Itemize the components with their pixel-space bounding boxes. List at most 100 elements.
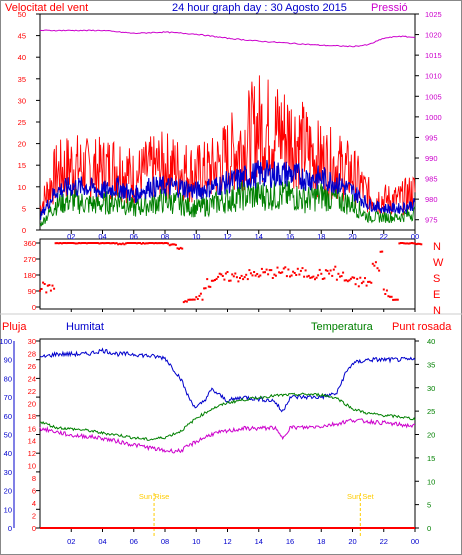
bottom-x-tick-label: 06 [130,537,138,546]
direction-point [123,243,126,246]
direction-point [309,276,312,279]
direction-point [228,279,231,282]
direction-point [324,269,327,272]
direction-point [93,242,96,244]
direction-point [223,278,226,281]
direction-point [189,298,191,301]
direction-point [117,243,120,246]
direction-point [303,275,306,278]
direction-point [406,242,409,245]
direction-point [171,243,174,246]
wind-y-tick-label: 20 [18,140,26,149]
wind-x-tick-label: 12 [223,232,231,241]
pressure-line [39,29,416,48]
bottom-x-tick-label: 10 [192,537,200,546]
direction-point [249,272,252,275]
direction-point [153,242,156,245]
wind-x-tick-label: 20 [348,232,356,241]
direction-point [67,242,70,244]
rain-y-tick-label: 30 [28,337,36,346]
direction-point [118,242,121,245]
wind-y-tick-label: 30 [18,96,26,105]
direction-point [87,242,90,244]
direction-point [378,269,381,272]
direction-point [270,269,273,272]
direction-point [232,275,235,278]
direction-point [48,284,51,287]
direction-point [54,242,57,245]
direction-point [71,242,74,244]
wind-avg-line [39,159,415,221]
humidity-y-tick-label: 20 [4,487,12,496]
direction-point [179,246,182,249]
direction-point [398,242,401,245]
direction-point [412,242,415,245]
temp-y-tick-label: 30 [427,384,435,393]
direction-point [214,279,216,281]
dir-letter-s: S [433,273,440,285]
temp-y-tick-label: 40 [427,337,435,346]
direction-point [70,242,73,244]
temp-y-tick-label: 10 [427,477,435,486]
direction-point [170,243,173,246]
direction-point [376,267,379,270]
direction-point [256,273,259,275]
direction-point [165,242,168,244]
direction-point [390,295,393,298]
direction-point [148,242,151,244]
rain-y-tick-label: 22 [28,387,36,396]
direction-point [387,295,390,298]
direction-point [101,242,104,244]
direction-point [243,276,246,279]
direction-point [415,243,418,246]
direction-point [132,242,135,244]
direction-point [43,283,46,285]
direction-point [296,267,299,270]
rain-y-tick-label: 20 [28,399,36,408]
direction-point [306,275,309,278]
direction-point [164,242,166,244]
direction-point [68,242,71,244]
direction-point [145,242,148,245]
direction-point [204,287,207,290]
direction-point [151,242,154,244]
direction-point [140,242,143,245]
direction-point [190,298,193,301]
temp-y-tick-label: 25 [427,407,435,416]
pressure-y-tick-label: 980 [425,195,438,204]
direction-point [84,242,87,244]
temp-y-tick-label: 0 [427,524,431,533]
direction-point [160,242,163,244]
dir-letter-w: W [433,257,444,269]
direction-point [57,242,60,245]
direction-point [215,277,218,280]
direction-point [399,242,402,244]
direction-point [203,287,206,290]
direction-point [253,271,256,273]
direction-point [149,242,152,244]
direction-point [354,283,357,286]
humidity-y-tick-label: 80 [4,374,12,383]
pressure-y-tick-label: 990 [425,154,438,163]
direction-point [92,242,95,244]
direction-point [196,298,199,300]
direction-point [121,242,124,245]
wind-y-tick-label: 35 [18,75,26,84]
humidity-temperature-plot: 0102030405060708090100024681012141618202… [0,337,435,546]
direction-point [64,242,66,244]
direction-point [193,298,196,301]
direction-point [395,298,398,301]
direction-point [268,269,271,272]
humidity-y-tick-label: 100 [0,337,12,346]
direction-point [62,242,65,244]
direction-point [304,269,307,272]
bottom-x-tick-label: 04 [98,537,106,546]
direction-point [418,242,421,245]
pressure-y-tick-label: 1000 [425,113,442,122]
dir-y-tick-label: 270 [23,255,36,264]
direction-point [362,280,365,283]
direction-point [210,279,213,282]
direction-point [273,273,276,276]
